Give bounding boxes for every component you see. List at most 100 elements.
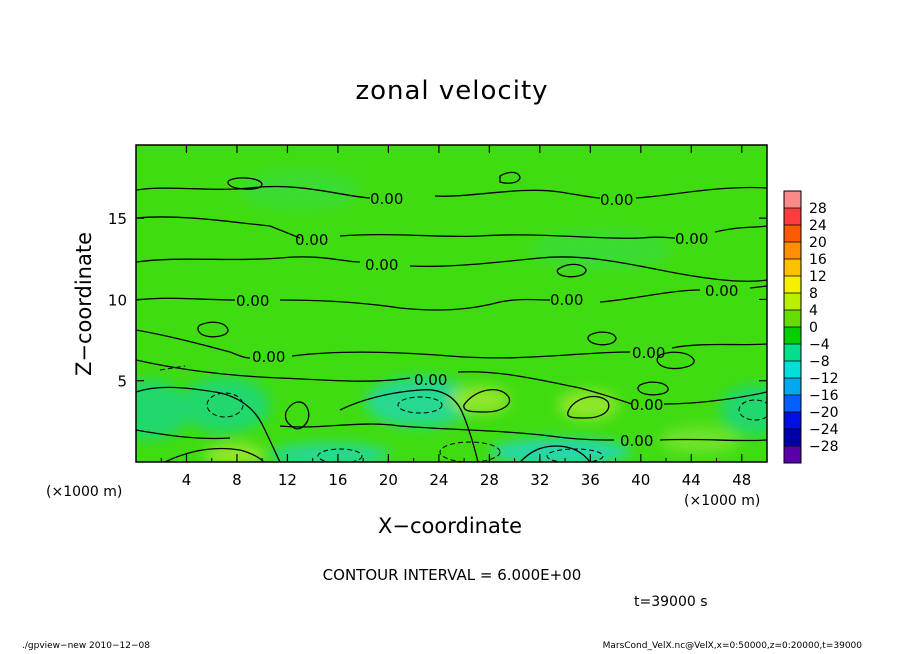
contour-line xyxy=(519,445,591,462)
y-tick-label: 10 xyxy=(108,291,127,309)
negative-contour xyxy=(397,396,443,414)
contour-line xyxy=(587,331,617,346)
colorbar-label: 28 xyxy=(809,201,827,217)
colorbar-label: −16 xyxy=(809,388,839,404)
contour-label: 0.00 xyxy=(550,291,583,309)
colorbar-swatch xyxy=(784,310,801,328)
contour-line xyxy=(656,351,695,370)
contour-line xyxy=(136,329,767,359)
colorbar-swatch xyxy=(784,361,801,379)
negative-contour xyxy=(206,392,244,418)
contour-line xyxy=(227,177,263,190)
contour-line xyxy=(556,263,587,278)
contour-label: 0.00 xyxy=(236,292,269,310)
x-unit-label-left: (×1000 m) xyxy=(46,484,123,500)
contour-line xyxy=(136,423,767,442)
colorbar-swatch xyxy=(784,208,801,226)
shade-blob xyxy=(530,230,670,270)
contour-line xyxy=(164,447,265,462)
colorbar-swatch xyxy=(784,412,801,430)
shade-blob xyxy=(240,170,360,210)
contour-line xyxy=(136,185,767,199)
colorbar-label: −8 xyxy=(809,354,830,370)
x-tick-label: 24 xyxy=(429,471,448,489)
negative-contour xyxy=(439,441,501,462)
contour-label: 0.00 xyxy=(370,190,403,208)
contour-line xyxy=(136,285,767,311)
x-tick-label: 20 xyxy=(379,471,398,489)
plot-area: 0.00 0.00 0.00 0.00 0.00 0.00 0.00 0.00 0.00 0.00… xyxy=(136,145,767,462)
chart-title: zonal velocity xyxy=(355,76,549,106)
y-tick-label: 5 xyxy=(117,373,127,391)
x-unit-label-right: (×1000 m) xyxy=(684,493,761,509)
colorbar-swatch xyxy=(784,225,801,243)
colorbar-swatch xyxy=(784,259,801,277)
x-tick-label: 44 xyxy=(682,471,701,489)
colorbar-label: 12 xyxy=(809,269,827,285)
colorbar-label: 4 xyxy=(809,303,818,319)
x-tick-label: 48 xyxy=(732,471,751,489)
colorbar-label: 0 xyxy=(809,320,818,336)
shade-blob xyxy=(450,386,510,414)
colorbar-label: 8 xyxy=(809,286,818,302)
y-tick-label: 15 xyxy=(108,210,127,228)
negative-contours xyxy=(159,365,767,462)
negative-contour xyxy=(159,365,186,371)
colorbar-label: −20 xyxy=(809,405,839,421)
colorbar-swatch xyxy=(784,242,801,260)
contour-line xyxy=(499,171,521,184)
contour-line xyxy=(637,381,669,396)
contour-label: 0.00 xyxy=(252,348,285,366)
contour-line xyxy=(136,256,767,282)
colorbar-label: −24 xyxy=(809,422,839,438)
colorbar-label: 20 xyxy=(809,235,827,251)
contour-labels: 0.00 0.00 0.00 0.00 0.00 0.00 0.00 0.00 0.00 0.00… xyxy=(236,190,738,450)
contour-lines xyxy=(136,171,767,462)
field-shading xyxy=(136,170,767,462)
colorbar-swatch xyxy=(784,327,801,345)
colorbar-swatch xyxy=(784,378,801,396)
colorbar-swatch xyxy=(784,446,801,464)
contour-line xyxy=(463,388,511,413)
x-tick-label: 4 xyxy=(182,471,192,489)
shade-blob xyxy=(205,443,265,462)
colorbar-swatch xyxy=(784,276,801,294)
colorbar-label: 16 xyxy=(809,252,827,268)
contour-line xyxy=(567,395,610,419)
x-axis: 4 8 12 16 20 24 28 32 36 40 44 48 xyxy=(160,145,751,489)
colorbar-label: 24 xyxy=(809,218,827,234)
colorbar-swatch xyxy=(784,191,801,209)
colorbar-label: −4 xyxy=(809,337,830,353)
contour-line xyxy=(136,216,767,239)
x-tick-label: 16 xyxy=(328,471,347,489)
x-axis-label: X−coordinate xyxy=(378,514,522,538)
shade-blob xyxy=(180,377,270,433)
contour-label: 0.00 xyxy=(705,282,738,300)
plot-frame xyxy=(135,144,768,463)
shade-blob xyxy=(365,377,475,427)
negative-contour xyxy=(738,399,767,421)
contour-label: 0.00 xyxy=(632,344,665,362)
contour-label: 0.00 xyxy=(365,256,398,274)
x-tick-label: 36 xyxy=(581,471,600,489)
contour-label: 0.00 xyxy=(295,231,328,249)
contour-label: 0.00 xyxy=(620,432,653,450)
x-tick-label: 8 xyxy=(232,471,242,489)
x-tick-label: 12 xyxy=(278,471,297,489)
contour-label: 0.00 xyxy=(675,230,708,248)
contour-label: 0.00 xyxy=(600,191,633,209)
contour-label: 0.00 xyxy=(414,371,447,389)
colorbar-swatch xyxy=(784,293,801,311)
contour-line xyxy=(339,389,479,462)
contour-line xyxy=(197,321,229,338)
x-tick-label: 32 xyxy=(530,471,549,489)
contour-label: 0.00 xyxy=(630,396,663,414)
shade-blob xyxy=(558,390,618,420)
footer-left: ./gpview−new 2010−12−08 xyxy=(22,641,150,651)
colorbar-swatch xyxy=(784,429,801,447)
x-tick-label: 40 xyxy=(631,471,650,489)
contour-line xyxy=(284,401,310,430)
negative-contour xyxy=(317,448,363,462)
